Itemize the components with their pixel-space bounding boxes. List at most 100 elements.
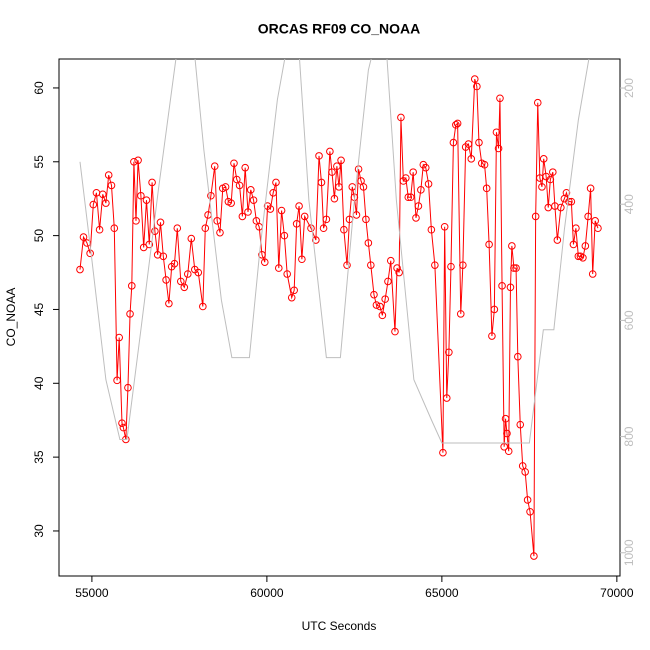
- data-point: [530, 552, 538, 560]
- data-point: [480, 160, 489, 169]
- data-point: [176, 277, 185, 286]
- data-point: [322, 215, 331, 224]
- data-point: [287, 293, 296, 302]
- data-point: [335, 183, 343, 191]
- data-point: [317, 178, 326, 187]
- data-point: [354, 165, 363, 173]
- data-point: [86, 249, 94, 258]
- data-point: [412, 214, 420, 222]
- data-point: [104, 171, 113, 179]
- data-point: [283, 270, 291, 278]
- data-point: [539, 155, 548, 163]
- data-point: [538, 183, 546, 191]
- data-point: [386, 256, 395, 265]
- data-point: [431, 261, 439, 269]
- data-point: [300, 212, 309, 221]
- y2-tick-label: 600: [622, 310, 636, 330]
- data-point: [523, 496, 532, 504]
- data-point: [151, 227, 159, 235]
- data-point: [569, 240, 578, 249]
- data-point: [98, 190, 107, 199]
- data-point: [290, 286, 298, 295]
- data-point: [402, 174, 410, 182]
- data-point: [124, 383, 132, 392]
- data-point: [162, 276, 170, 284]
- data-point: [442, 394, 451, 402]
- data-point: [417, 186, 425, 194]
- data-line: [79, 78, 599, 557]
- data-point: [370, 290, 378, 299]
- data-point: [424, 180, 433, 188]
- data-point: [395, 268, 403, 277]
- data-point: [170, 259, 179, 268]
- y2-tick-label: 400: [622, 194, 636, 214]
- data-point: [216, 228, 224, 237]
- data-point: [490, 305, 499, 314]
- data-point: [364, 239, 373, 247]
- pressure-line: [79, 59, 590, 444]
- data-point: [134, 156, 142, 165]
- data-point: [533, 98, 542, 107]
- data-point: [546, 175, 555, 184]
- data-point: [362, 215, 370, 224]
- data-point: [173, 224, 182, 233]
- data-point: [230, 159, 238, 168]
- data-point: [557, 203, 565, 212]
- y-tick-label: 30: [32, 524, 46, 538]
- y-tick-label: 35: [32, 450, 46, 464]
- data-point: [183, 270, 192, 278]
- data-point: [148, 178, 156, 187]
- data-point: [427, 225, 436, 234]
- y-tick-label: 55: [32, 155, 46, 169]
- x-tick-label: 65000: [425, 586, 459, 600]
- data-point: [494, 144, 503, 153]
- data-point: [376, 302, 384, 311]
- data-point: [549, 168, 557, 176]
- data-point: [553, 236, 562, 244]
- data-point: [464, 140, 473, 148]
- data-point: [588, 270, 597, 278]
- y-tick-label: 60: [32, 81, 46, 95]
- data-point: [95, 225, 104, 234]
- data-point: [272, 178, 280, 187]
- data-point: [232, 175, 241, 184]
- data-point: [470, 75, 479, 83]
- data-point: [102, 199, 110, 207]
- data-point: [76, 265, 84, 274]
- data-point: [298, 255, 306, 264]
- data-point: [194, 268, 203, 277]
- x-axis-label: UTC Seconds: [302, 619, 377, 633]
- data-point: [459, 261, 467, 269]
- data-point: [488, 332, 496, 340]
- y-tick-label: 50: [32, 229, 46, 243]
- data-point: [307, 224, 315, 233]
- data-point: [199, 302, 207, 311]
- data-point: [79, 233, 88, 241]
- data-point: [473, 82, 481, 91]
- data-point: [485, 240, 493, 249]
- data-point: [145, 240, 154, 249]
- data-point: [579, 253, 587, 262]
- data-point: [292, 220, 301, 228]
- data-point: [246, 186, 255, 194]
- data-point: [421, 163, 430, 172]
- data-point: [565, 197, 573, 206]
- data-point: [397, 113, 405, 122]
- data-point: [482, 184, 491, 193]
- data-point: [127, 282, 136, 290]
- data-point: [113, 376, 121, 385]
- data-point: [295, 202, 303, 210]
- data-point: [501, 414, 510, 423]
- data-point: [447, 262, 455, 271]
- data-point: [391, 327, 399, 336]
- data-point: [453, 119, 462, 128]
- data-point: [221, 183, 230, 191]
- data-point: [207, 191, 215, 200]
- data-point: [594, 224, 602, 233]
- x-tick-label: 70000: [600, 586, 634, 600]
- data-point: [227, 199, 235, 207]
- data-point: [118, 419, 126, 427]
- data-point: [584, 212, 592, 221]
- data-point: [516, 420, 525, 429]
